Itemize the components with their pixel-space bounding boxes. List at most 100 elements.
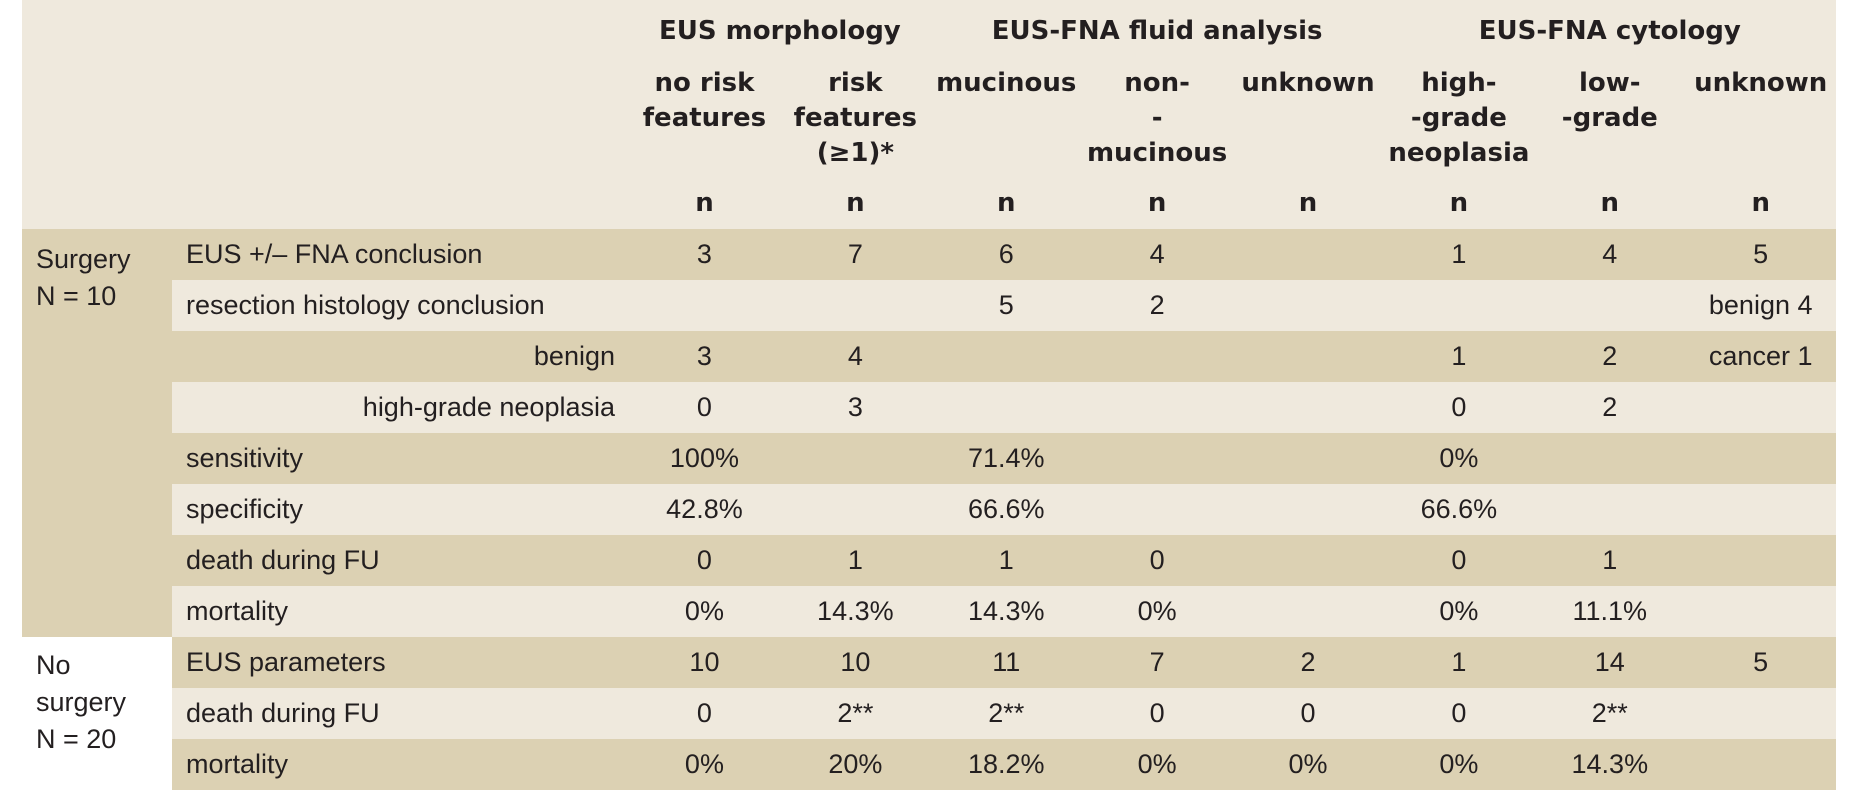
subheader-line: neoplasia — [1388, 138, 1530, 168]
row-label: sensitivity — [172, 433, 629, 484]
subheader-line: low- — [1579, 68, 1641, 98]
table-cell: 0 — [1081, 535, 1233, 586]
subheader-line: risk — [828, 68, 883, 98]
table-row: high-grade neoplasia 0 3 0 2 — [22, 382, 1837, 433]
table-cell: 20% — [779, 739, 931, 790]
table-cell: 66.6% — [1383, 484, 1535, 535]
row-label: mortality — [172, 739, 629, 790]
table-row: death during FU 0 1 1 0 0 1 — [22, 535, 1837, 586]
table-cell: 1 — [930, 535, 1082, 586]
n-label: n — [1232, 177, 1384, 229]
table-cell: 14.3% — [930, 586, 1082, 637]
table-cell: 4 — [779, 331, 931, 382]
table-cell: 0% — [629, 586, 780, 637]
table-cell — [1232, 535, 1384, 586]
subheader-row: no risk features risk features (≥1)* mucino… — [22, 62, 1837, 177]
table-cell: 14.3% — [1534, 739, 1686, 790]
table-cell: 7 — [1081, 637, 1233, 688]
table-cell: 5 — [1685, 229, 1837, 280]
table-cell: 2 — [1081, 280, 1233, 331]
table-cell: 5 — [1685, 637, 1837, 688]
table-cell: 2 — [1534, 331, 1686, 382]
table-cell: 6 — [930, 229, 1082, 280]
table-cell: 3 — [629, 229, 780, 280]
table-cell: 1 — [1383, 229, 1535, 280]
subheader-line: -grade — [1410, 103, 1507, 133]
table-cell: cancer 1 — [1685, 331, 1837, 382]
table-cell — [1534, 484, 1686, 535]
table-cell: 2** — [930, 688, 1082, 739]
n-label: n — [1383, 177, 1535, 229]
row-label: specificity — [172, 484, 629, 535]
group-header-fluid-analysis: EUS-FNA fluid analysis — [930, 0, 1384, 62]
table-cell — [1685, 433, 1837, 484]
table-cell — [1232, 331, 1384, 382]
table-cell: 2** — [1534, 688, 1686, 739]
table-cell: 0 — [1383, 688, 1535, 739]
table-row: mortality 0% 14.3% 14.3% 0% 0% 11.1% — [22, 586, 1837, 637]
group-label-line: N = 10 — [36, 281, 117, 311]
n-row-blank — [22, 177, 629, 229]
table-cell: 2 — [1534, 382, 1686, 433]
group-header-cytology: EUS-FNA cytology — [1383, 0, 1837, 62]
table-cell: 0% — [1232, 739, 1384, 790]
table-cell — [1534, 280, 1686, 331]
table-cell — [1685, 484, 1837, 535]
results-table-container: EUS morphology EUS-FNA fluid analysis EU… — [22, 0, 1837, 793]
n-label: n — [1534, 177, 1686, 229]
table-cell: 0% — [1383, 586, 1535, 637]
table-cell — [930, 382, 1082, 433]
table-cell: 4 — [1534, 229, 1686, 280]
subheader-line: unknown — [1241, 68, 1375, 98]
table-cell: 0% — [629, 739, 780, 790]
subheader-line: features — [642, 103, 767, 133]
subheader-line: -grade — [1561, 103, 1658, 133]
n-label: n — [1081, 177, 1233, 229]
table-cell: 2 — [1232, 637, 1384, 688]
header-blank — [22, 0, 629, 62]
table-row: sensitivity 100% 71.4% 0% — [22, 433, 1837, 484]
subheader-blank — [22, 62, 629, 177]
n-row: n n n n n n n n — [22, 177, 1837, 229]
row-label: EUS +/– FNA conclusion — [172, 229, 629, 280]
table-cell — [1232, 433, 1384, 484]
table-cell: 0 — [629, 688, 780, 739]
subheader-line: -mucinous — [1086, 103, 1228, 168]
table-cell: 11 — [930, 637, 1082, 688]
group-header-eus-morphology: EUS morphology — [629, 0, 931, 62]
group-label-line: No — [36, 650, 71, 680]
table-cell: 3 — [629, 331, 780, 382]
table-cell — [1232, 484, 1384, 535]
subheader-low-grade: low- -grade — [1534, 62, 1686, 177]
table-cell — [1685, 535, 1837, 586]
subheader-line: mucinous — [936, 68, 1077, 98]
table-cell: 0% — [1383, 433, 1535, 484]
row-label: resection histology conclusion — [172, 280, 629, 331]
table-cell: 14 — [1534, 637, 1686, 688]
subheader-unknown-cytology: unknown — [1685, 62, 1837, 177]
table-cell — [1685, 739, 1837, 790]
n-label: n — [779, 177, 931, 229]
table-cell: 7 — [779, 229, 931, 280]
table-cell: 0 — [1081, 688, 1233, 739]
table-cell — [1685, 382, 1837, 433]
table-cell: 42.8% — [629, 484, 780, 535]
table-cell — [779, 433, 931, 484]
table-cell — [1232, 382, 1384, 433]
table-row: resection histology conclusion 5 2 benig… — [22, 280, 1837, 331]
table-row: specificity 42.8% 66.6% 66.6% — [22, 484, 1837, 535]
row-label: high-grade neoplasia — [172, 382, 629, 433]
table-cell: 18.2% — [930, 739, 1082, 790]
table-cell: 0 — [1383, 382, 1535, 433]
table-cell: 0 — [629, 535, 780, 586]
table-cell: 0 — [629, 382, 780, 433]
table-cell — [779, 484, 931, 535]
table-cell: 0 — [1232, 688, 1384, 739]
table-cell — [1232, 229, 1384, 280]
results-table: EUS morphology EUS-FNA fluid analysis EU… — [22, 0, 1837, 790]
table-cell — [1383, 280, 1535, 331]
row-label: EUS parameters — [172, 637, 629, 688]
table-cell — [1232, 280, 1384, 331]
subheader-unknown-fluid: unknown — [1232, 62, 1384, 177]
row-label: benign — [172, 331, 629, 382]
